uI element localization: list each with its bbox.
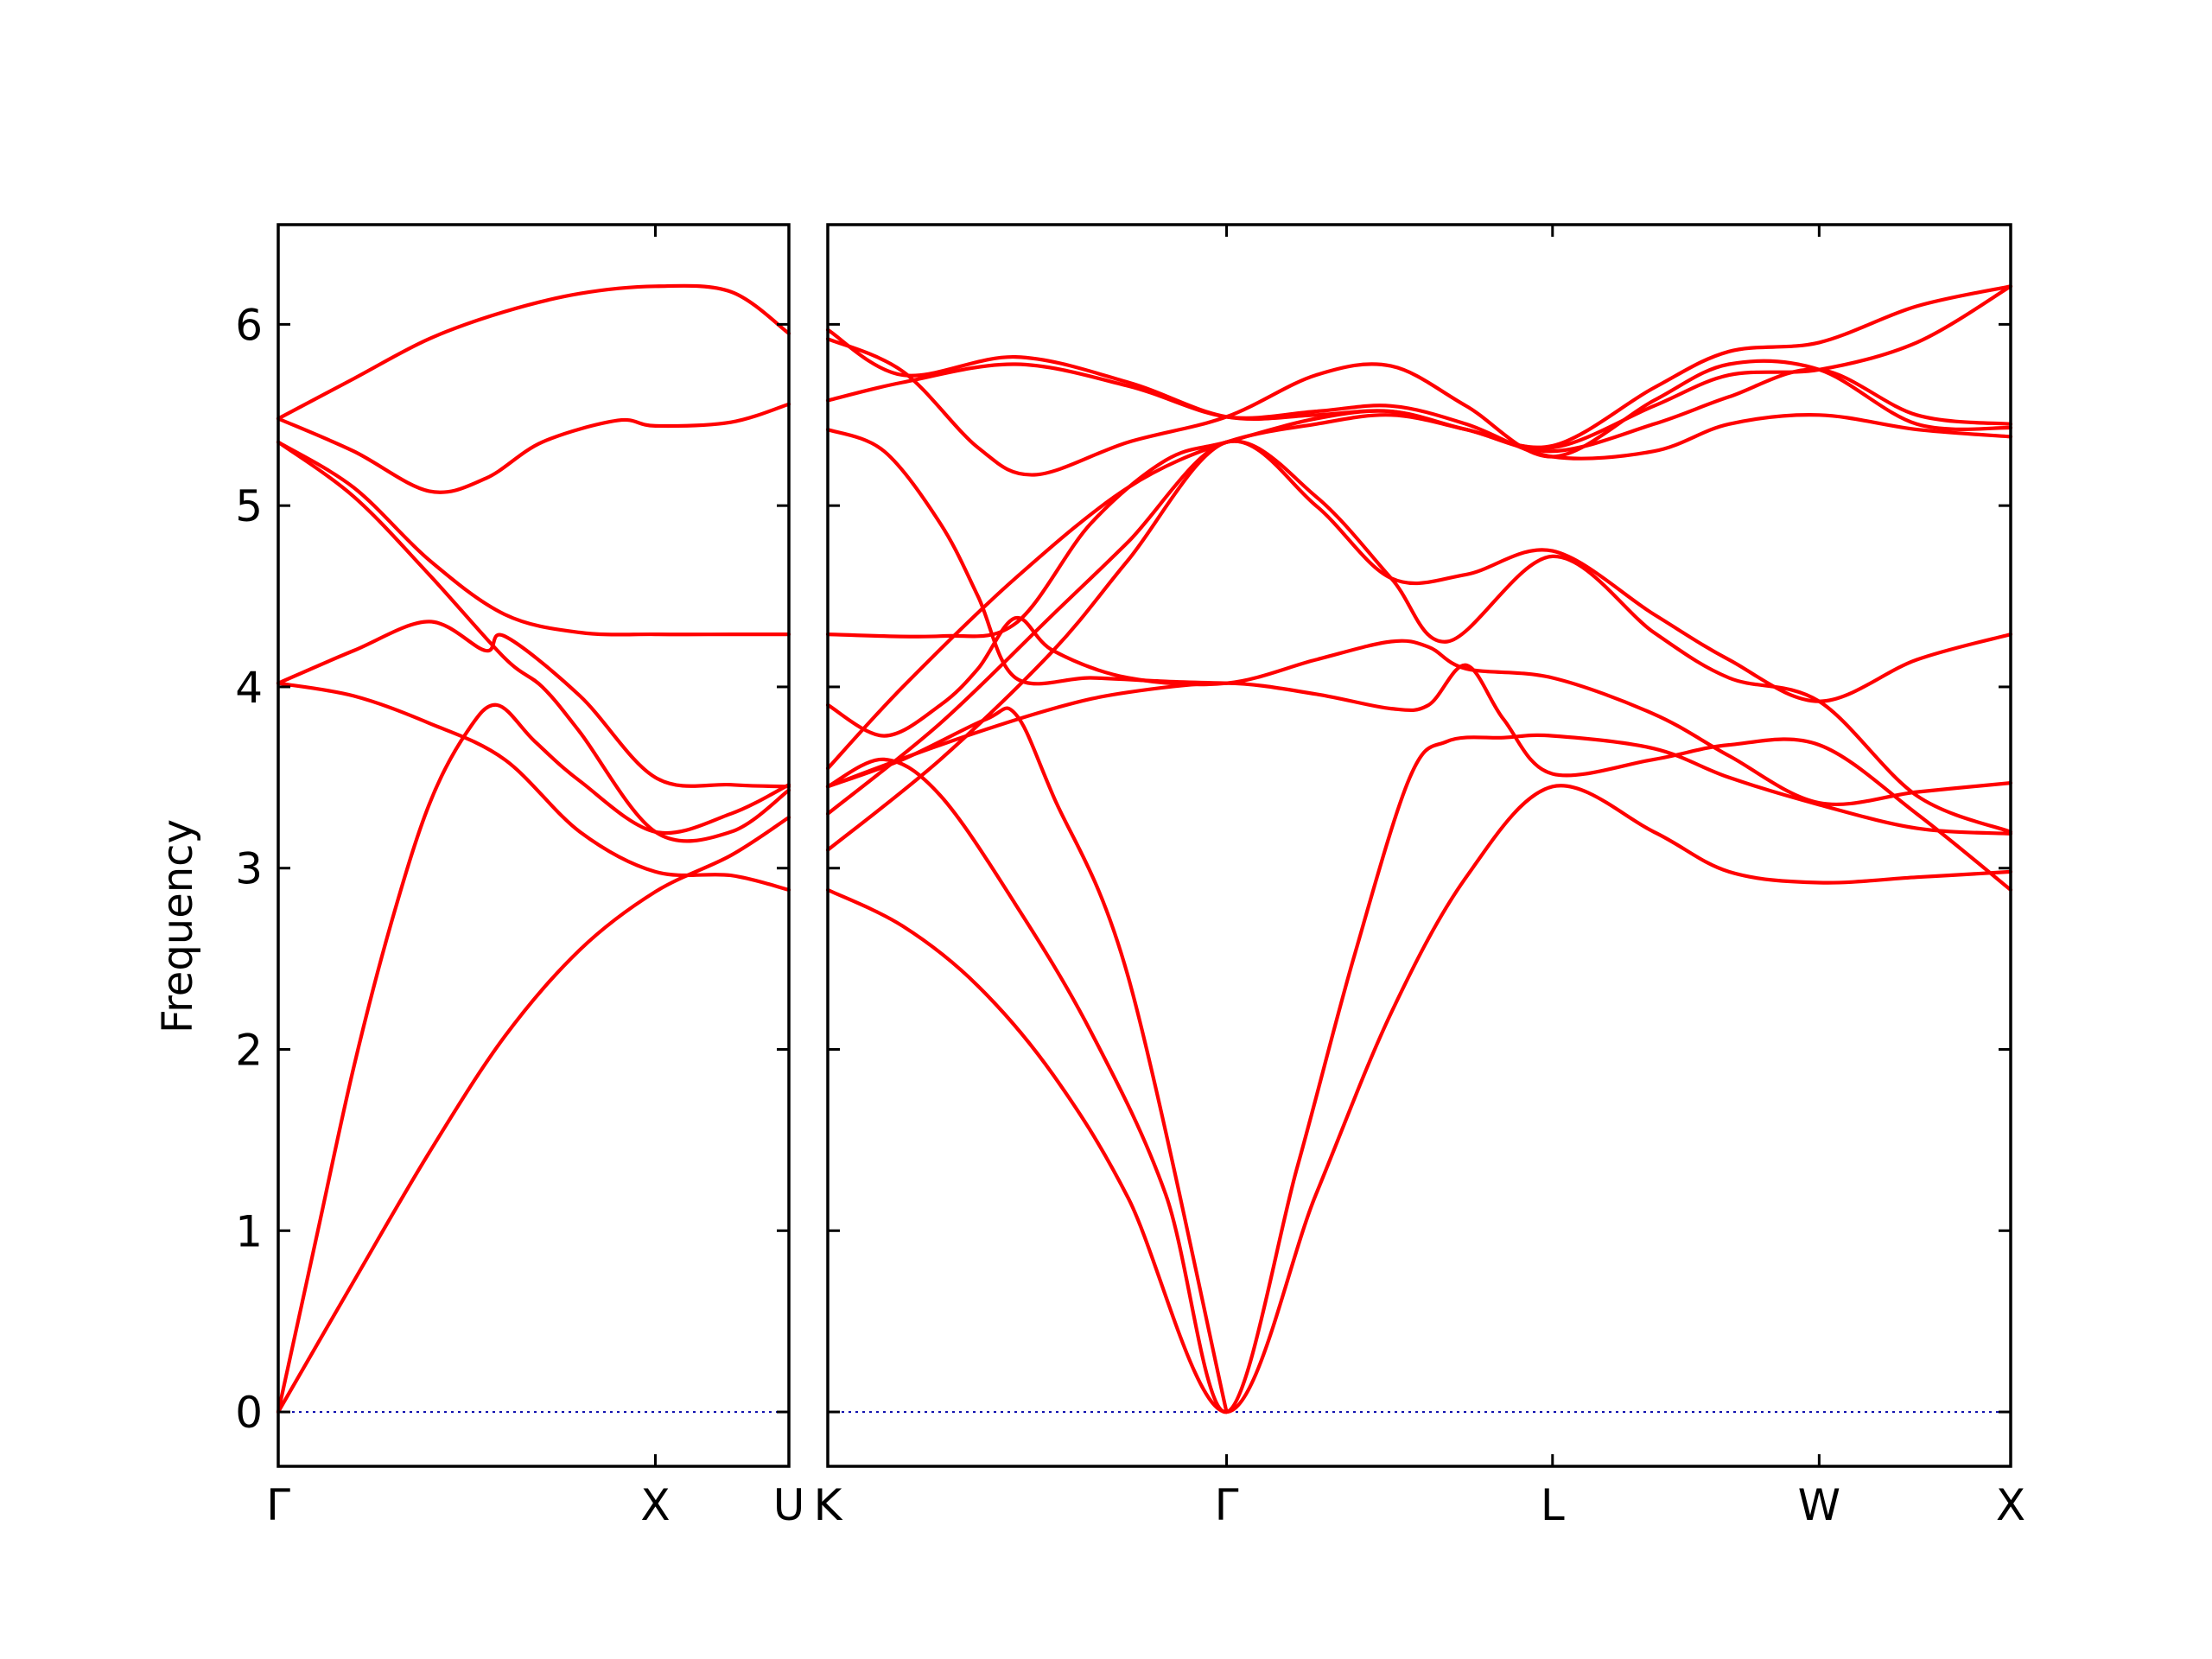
plot-layer: 0 1 2 3 4 5 6 Γ X U Γ L W X K (235, 223, 2025, 1530)
band-2-5 (825, 616, 2013, 807)
band-2-4 (825, 663, 2013, 892)
y-tick-label: 5 (235, 481, 263, 531)
band-2-12 (825, 337, 2013, 477)
band-1-3 (276, 681, 791, 892)
band-2-7 (825, 439, 2013, 834)
band-1-5 (276, 440, 791, 637)
band-1-8 (276, 283, 791, 421)
x-tick-label: X (640, 1480, 670, 1530)
y-tick-label: 0 (235, 1388, 263, 1438)
band-1-1 (276, 815, 791, 1414)
y-tick-label: 6 (235, 300, 263, 350)
y-axis-title: Frequency (154, 819, 202, 1033)
band-1-7 (276, 402, 791, 494)
y-tick-label: 2 (235, 1026, 263, 1076)
x-tick-label: Γ (1215, 1480, 1239, 1530)
band-2-2 (825, 733, 2013, 1414)
x-tick-label: U (773, 1480, 805, 1530)
x-tick-label: K (814, 1480, 843, 1530)
band-2-3 (825, 706, 1229, 1414)
band-2-1 (825, 784, 2013, 1414)
x-tick-label: X (1996, 1480, 2025, 1530)
panel-1: 0 1 2 3 4 5 6 Γ X U (235, 223, 805, 1530)
panel-2: Γ L W XK (814, 223, 2025, 1530)
panel-frame (276, 223, 791, 1468)
x-tick-label: W (1798, 1480, 1840, 1530)
band-2-10 (825, 428, 1229, 686)
y-tick-label: 1 (235, 1206, 263, 1256)
band-2-13 (825, 284, 2013, 449)
band-1-4 (276, 620, 791, 789)
x-tick-label: Γ (266, 1480, 290, 1530)
panel-frame (826, 223, 2012, 1468)
band-1-6 (276, 440, 791, 843)
y-tick-label: 4 (235, 663, 263, 713)
y-tick-label: 3 (235, 844, 263, 894)
x-tick-label: L (1541, 1480, 1565, 1530)
band-1-2 (276, 702, 791, 1414)
band-2-11 (825, 362, 2013, 461)
